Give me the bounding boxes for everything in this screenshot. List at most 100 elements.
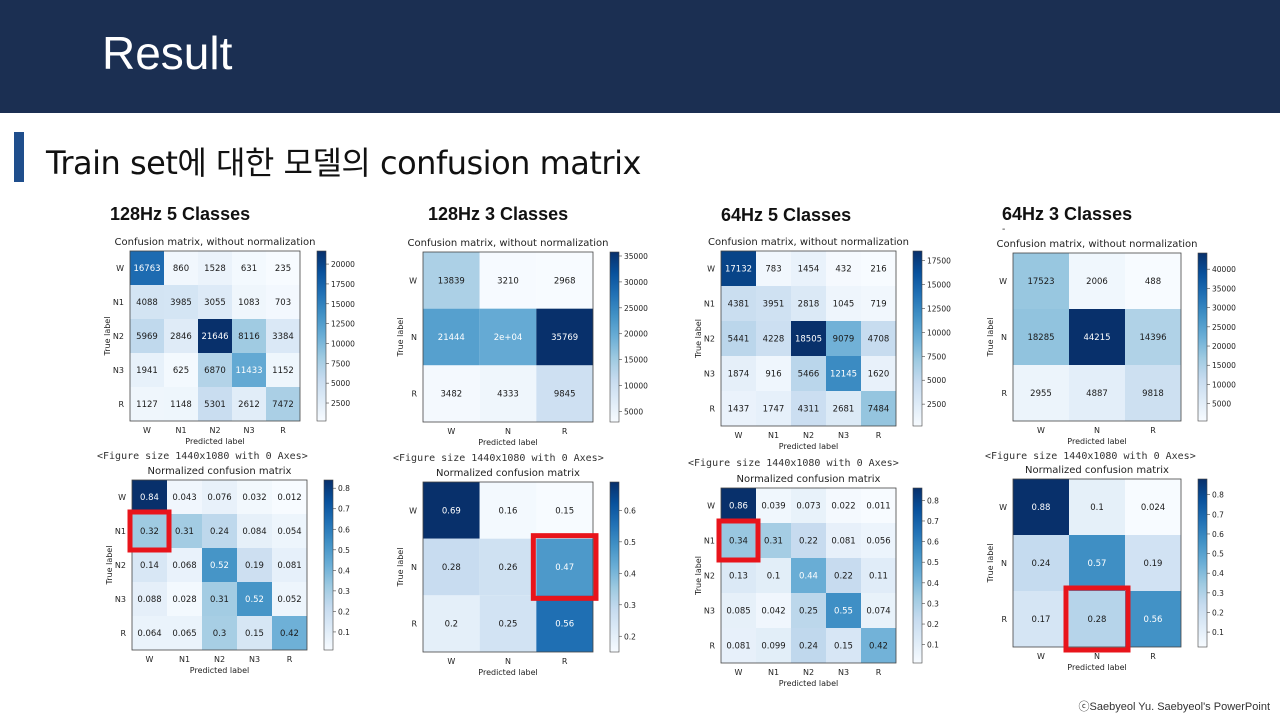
matrix-cell: [198, 251, 232, 285]
x-tick-label: W: [735, 668, 743, 677]
cell-value: 17132: [725, 265, 752, 275]
confusion-matrix-128hz-3-normalized: Normalized confusion matrix 0.69 0.16 0.15 0…: [396, 468, 636, 677]
y-tick-label: R: [709, 405, 715, 414]
cell-value: 17523: [1027, 277, 1054, 287]
x-tick-label: N2: [803, 668, 814, 677]
matrix-cell: [479, 538, 537, 596]
colorbar-tick-label: 5000: [331, 379, 350, 388]
cell-value: 0.15: [555, 506, 574, 516]
matrix-cell: [132, 480, 167, 514]
y-tick-label: N3: [115, 595, 126, 604]
matrix-cell: [423, 538, 480, 596]
cell-value: 0.52: [210, 561, 229, 571]
colorbar-tick-label: 0.5: [338, 546, 350, 555]
cell-value: 13839: [438, 276, 465, 286]
cell-value: 1528: [204, 264, 226, 274]
x-tick-label: N: [505, 657, 511, 666]
cell-value: 0.42: [280, 629, 299, 639]
matrix-frame: [720, 250, 897, 427]
matrix-cell: [266, 319, 300, 353]
x-tick-label: W: [143, 426, 151, 435]
cell-value: 0.15: [245, 629, 264, 639]
colorbar-tick-label: 15000: [1212, 361, 1236, 370]
y-tick-label: R: [1001, 389, 1007, 398]
matrix-cell: [272, 514, 307, 548]
cell-value: 0.068: [172, 561, 196, 571]
cell-value: 0.076: [207, 493, 231, 503]
matrix-cell: [272, 616, 307, 650]
x-axis-label: Predicted label: [1067, 663, 1126, 672]
confusion-matrix-64hz-3-normalized: Normalized confusion matrix 0.88 0.1 0.024 0…: [986, 465, 1224, 672]
cell-value: 0.25: [499, 620, 518, 630]
x-axis-label: Predicted label: [185, 437, 244, 446]
y-axis-label: True label: [694, 319, 703, 359]
matrix-cell: [202, 548, 237, 582]
colorbar-tick-label: 20000: [1212, 342, 1236, 351]
cell-value: 9818: [1142, 389, 1164, 399]
matrix-title: Confusion matrix, without normalization: [408, 238, 609, 249]
x-tick-label: N1: [179, 655, 190, 664]
colorbar-tick-label: 0.3: [927, 599, 939, 608]
cell-value: 0.24: [799, 642, 818, 652]
matrix-cell: [536, 482, 593, 539]
colorbar-tick-label: 0.6: [927, 538, 939, 547]
highlight-box: [1063, 585, 1131, 653]
colorbar-tick-label: 2500: [927, 400, 946, 409]
matrix-cell: [266, 251, 300, 285]
y-tick-label: N3: [113, 366, 124, 375]
colorbar-tick-label: 0.3: [1212, 589, 1224, 598]
cell-value: 0.11: [869, 572, 888, 582]
matrix-cell: [721, 558, 756, 593]
matrix-cell: [130, 387, 164, 421]
cell-value: 0.26: [499, 563, 518, 573]
cell-value: 16763: [133, 264, 160, 274]
confusion-matrix-128hz-5-normalized: Normalized confusion matrix 0.84 0.043 0.07…: [105, 466, 350, 675]
matrix-frame: [129, 250, 301, 422]
cell-value: 0.42: [869, 642, 888, 652]
cell-value: 4088: [136, 298, 158, 308]
matrix-cell: [791, 523, 826, 558]
colorbar-tick-label: 0.5: [624, 538, 636, 547]
matrix-cell: [202, 514, 237, 548]
matrix-cell: [164, 251, 198, 285]
colorbar-tick-label: 0.2: [1212, 608, 1224, 617]
matrix-cell: [266, 285, 300, 319]
matrix-cell: [1013, 535, 1069, 591]
matrix-cell: [1069, 535, 1125, 591]
x-tick-label: N1: [175, 426, 186, 435]
y-tick-label: W: [116, 264, 124, 273]
cell-value: 1941: [136, 366, 158, 376]
cell-value: 4381: [728, 300, 750, 310]
matrix-cell: [861, 558, 896, 593]
cell-value: 4887: [1086, 389, 1108, 399]
matrix-cell: [826, 488, 861, 523]
figure-caption: <Figure size 1440x1080 with 0 Axes>: [985, 451, 1196, 462]
y-tick-label: R: [120, 629, 126, 638]
matrix-cell: [861, 286, 896, 321]
cell-value: 6870: [204, 366, 226, 376]
matrix-cell: [1069, 591, 1125, 647]
y-axis-label: True label: [103, 317, 112, 357]
cell-value: 0.88: [1032, 503, 1051, 513]
colorbar-tick-label: 30000: [1212, 304, 1236, 313]
y-tick-label: N: [1001, 333, 1007, 342]
matrix-frame: [1012, 252, 1182, 422]
matrix-cell: [1069, 253, 1125, 309]
colorbar-tick-label: 0.2: [338, 607, 350, 616]
colorbar-tick-label: 0.8: [338, 484, 350, 493]
matrix-cell: [167, 616, 202, 650]
matrix-cell: [266, 387, 300, 421]
matrix-cell: [479, 308, 537, 366]
figure-caption: <Figure size 1440x1080 with 0 Axes>: [688, 458, 899, 469]
copyright-footer: ⓒSaebyeol Yu. Saebyeol's PowerPoint: [1078, 701, 1270, 713]
matrix-cell: [132, 548, 167, 582]
colorbar-tick-label: 0.6: [624, 506, 636, 515]
matrix-cell: [232, 319, 266, 353]
colorbar-tick-label: 0.4: [624, 569, 636, 578]
y-tick-label: N: [1001, 559, 1007, 568]
matrix-cell: [1013, 591, 1069, 647]
colorbar-tick-label: 10000: [927, 328, 951, 337]
matrix-cell: [167, 582, 202, 616]
colorbar-tick-label: 20000: [624, 330, 648, 339]
cell-value: 35769: [551, 333, 578, 343]
